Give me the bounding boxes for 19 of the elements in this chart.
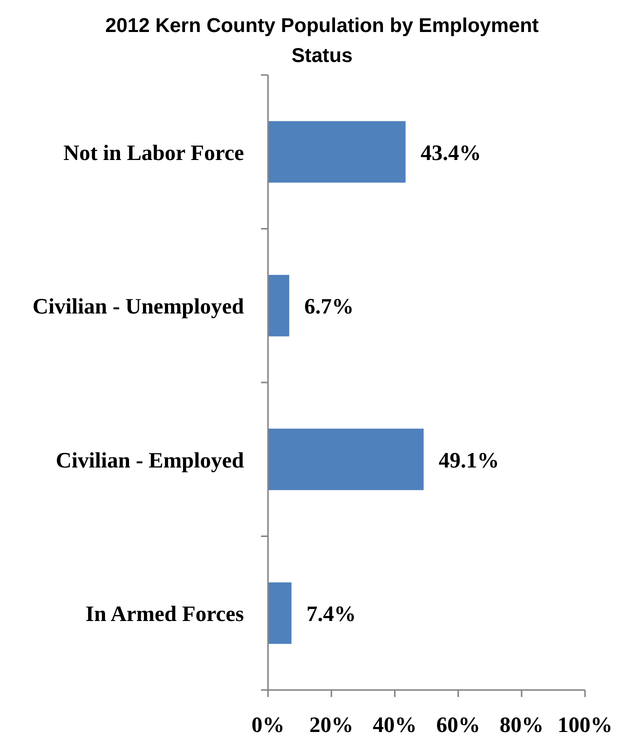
x-tick-label: 20%	[309, 712, 354, 737]
x-tick-label: 40%	[372, 712, 417, 737]
y-tick-label: Civilian - Unemployed	[32, 294, 244, 319]
y-tick-label: Not in Labor Force	[63, 140, 244, 165]
x-tick-label: 100%	[558, 712, 612, 737]
data-label: 49.1%	[438, 447, 500, 472]
data-label: 6.7%	[304, 294, 354, 319]
bar	[268, 274, 290, 336]
x-tick-label: 80%	[500, 712, 544, 737]
bar	[268, 121, 406, 183]
bar	[268, 428, 424, 490]
y-tick-label: Civilian - Employed	[56, 447, 244, 472]
data-label: 7.4%	[306, 601, 356, 626]
x-tick-label: 0%	[252, 712, 284, 737]
data-label: 43.4%	[420, 140, 482, 165]
x-tick-label: 60%	[436, 712, 480, 737]
bar	[268, 582, 292, 644]
chart-title: 2012 Kern County Population by Employment Status	[105, 15, 540, 67]
y-tick-label: In Armed Forces	[86, 601, 244, 626]
